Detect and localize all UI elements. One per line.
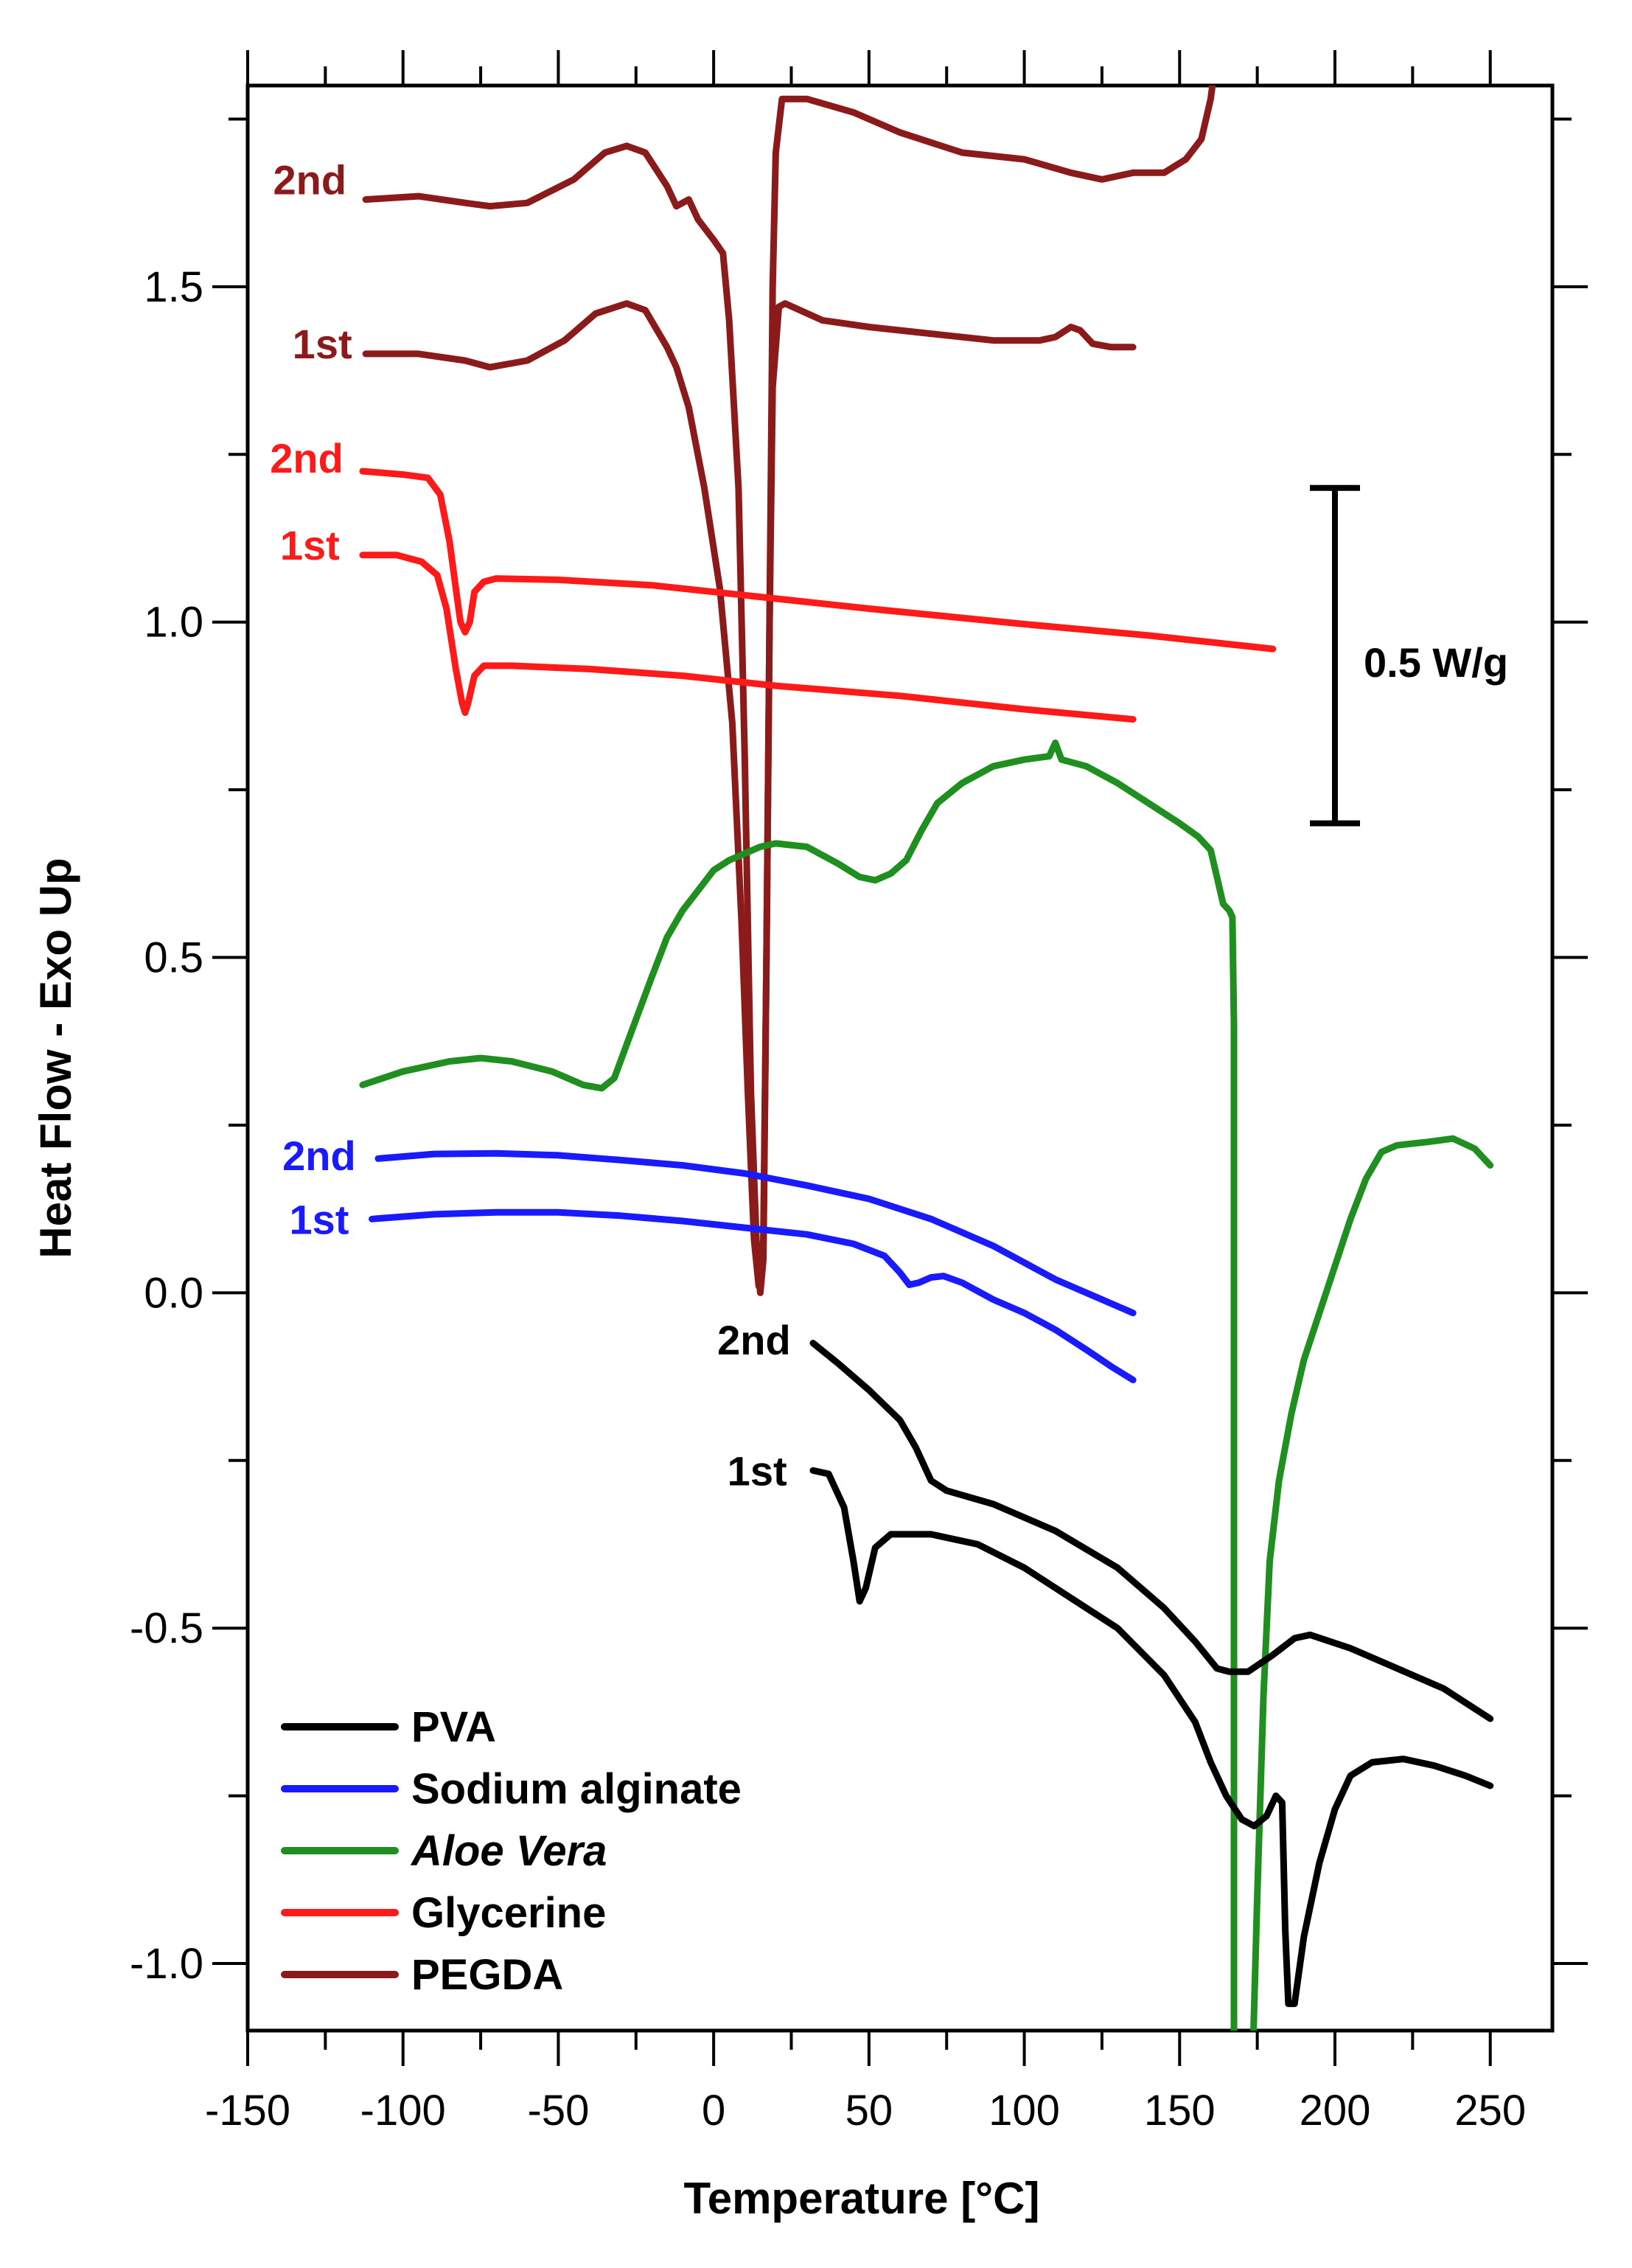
y-tick-label-0: -1.0 [130,1940,203,1988]
curve-labels: 2nd 1st 2nd 1st 2nd 1st 2nd 1st [270,156,790,1494]
curve-label-pegda-2nd: 2nd [273,156,347,203]
curve-label-sodium-alginate-1st: 1st [289,1196,349,1242]
y-tick-label-2: 0.0 [144,1269,203,1317]
curve-label-pva-1st: 1st [728,1447,787,1494]
y-tick-label-1: -0.5 [130,1604,203,1652]
series-line-aloe-vera-tail [1250,1135,1494,2031]
x-tick-label-8: 250 [1454,2087,1526,2135]
x-tick-label-4: 50 [845,2087,893,2135]
x-axis-title: Temperature [°C] [684,2174,1040,2223]
plot-frame [245,83,1555,2033]
x-tick-label-0: -150 [205,2087,290,2135]
axis-ticks [212,50,1588,2066]
series-line-glycerine-2nd [359,467,1277,653]
curve-label-pva-2nd: 2nd [717,1317,791,1363]
legend: PVA Sodium alginate Aloe Vera Glycerine PEGD… [281,1703,742,1999]
series-line-sodium-alginate-2nd [374,1149,1137,1317]
y-tick-label-5: 1.5 [144,263,203,311]
series-line-sodium-alginate-1st [369,1208,1137,1384]
x-tick-label-5: 100 [988,2087,1060,2135]
scale-bar: 0.5 W/g [1310,484,1508,827]
legend-label-4: PEGDA [411,1951,563,1999]
series-line-glycerine-1st [359,552,1137,723]
series-line-pegda-1st [362,300,1137,1290]
x-tick-label-3: 0 [702,2087,725,2135]
y-axis-title: Heat Flow - Exo Up [31,858,80,1258]
legend-label-3: Glycerine [411,1889,606,1937]
y-tick-label-4: 1.0 [144,599,203,647]
legend-label-1: Sodium alginate [411,1765,742,1813]
legend-label-2: Aloe Vera [410,1827,607,1875]
y-tick-labels: -1.0 -0.5 0.0 0.5 1.0 1.5 [130,263,203,1988]
x-tick-label-1: -100 [360,2087,446,2135]
series-line-aloe-vera [359,740,1238,2031]
series-line-pva-2nd [809,1340,1494,1722]
series-line-pegda-2nd [362,86,1216,1296]
scale-bar-label: 0.5 W/g [1364,639,1508,686]
x-tick-label-7: 200 [1300,2087,1371,2135]
legend-label-0: PVA [411,1703,496,1751]
curve-label-pegda-1st: 1st [293,321,352,367]
curve-label-sodium-alginate-2nd: 2nd [282,1133,356,1179]
x-tick-label-6: 150 [1144,2087,1216,2135]
curve-label-glycerine-2nd: 2nd [270,435,344,481]
x-tick-label-2: -50 [528,2087,590,2135]
y-tick-label-3: 0.5 [144,934,203,982]
x-tick-labels: -150 -100 -50 0 50 100 150 200 250 [205,2087,1526,2135]
series-group [359,86,1494,2031]
series-line-pva-1st [809,1467,1494,2008]
curve-label-glycerine-1st: 1st [280,522,340,568]
